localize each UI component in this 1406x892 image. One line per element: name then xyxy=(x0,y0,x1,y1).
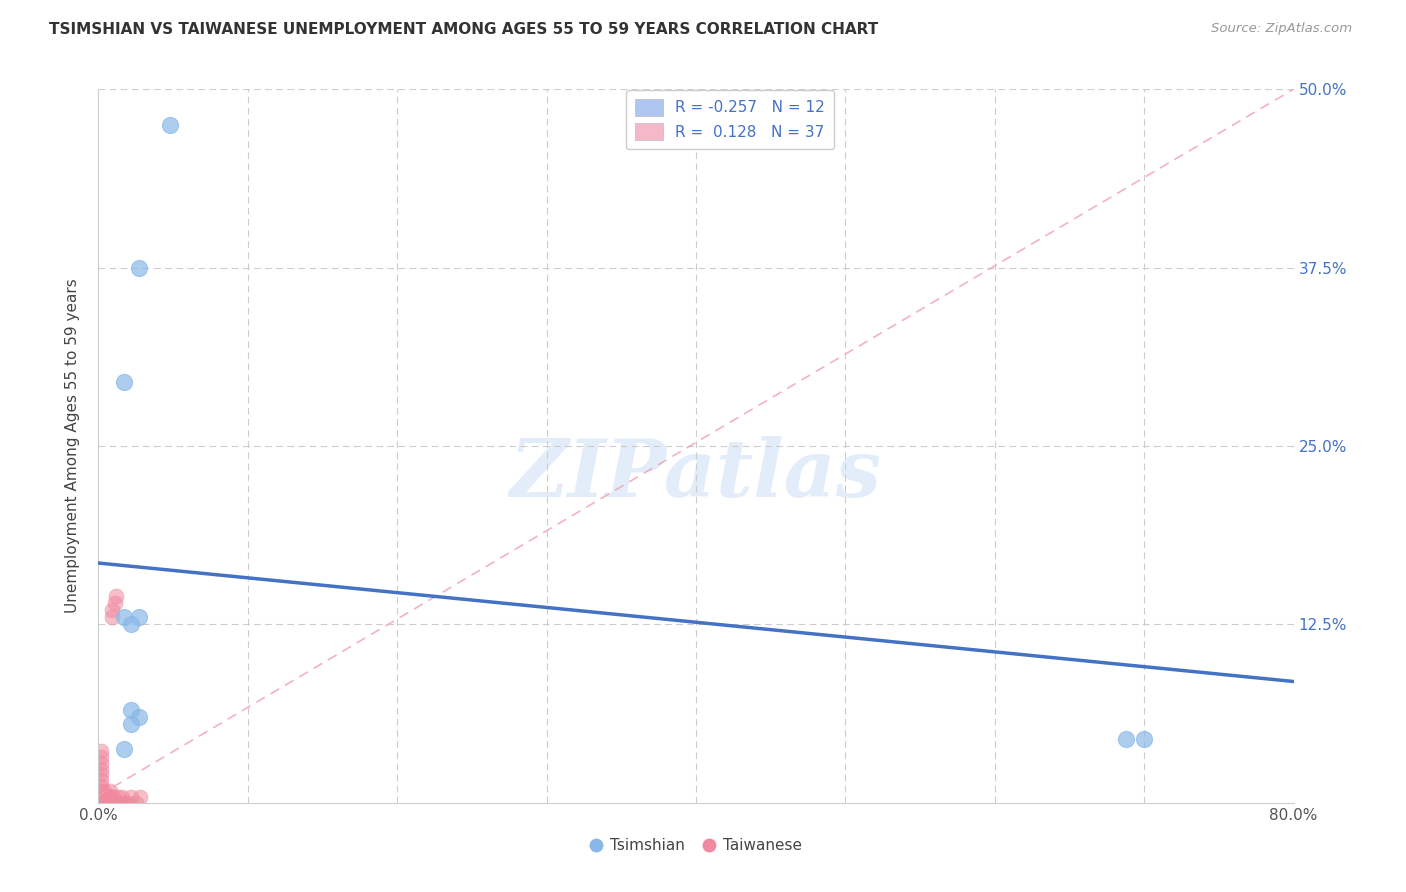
Point xyxy=(90,784,112,798)
Point xyxy=(128,710,150,724)
Point xyxy=(112,610,135,624)
Point xyxy=(128,260,150,275)
Point xyxy=(111,790,134,805)
Point xyxy=(90,779,112,793)
Point xyxy=(93,796,115,810)
Point xyxy=(120,617,142,632)
Point xyxy=(96,790,118,805)
Point xyxy=(98,796,122,810)
Point xyxy=(98,784,122,798)
Point xyxy=(97,790,120,805)
Point xyxy=(129,790,152,805)
Point xyxy=(90,750,112,764)
Point xyxy=(117,796,139,810)
Text: Source: ZipAtlas.com: Source: ZipAtlas.com xyxy=(1212,22,1353,36)
Point xyxy=(112,741,135,756)
Point xyxy=(120,703,142,717)
Point xyxy=(125,796,148,810)
Point xyxy=(101,603,124,617)
Point xyxy=(128,610,150,624)
Point xyxy=(107,790,129,805)
Text: TSIMSHIAN VS TAIWANESE UNEMPLOYMENT AMONG AGES 55 TO 59 YEARS CORRELATION CHART: TSIMSHIAN VS TAIWANESE UNEMPLOYMENT AMON… xyxy=(49,22,879,37)
Point xyxy=(94,790,117,805)
Y-axis label: Unemployment Among Ages 55 to 59 years: Unemployment Among Ages 55 to 59 years xyxy=(65,278,80,614)
Point xyxy=(103,789,125,803)
Point xyxy=(104,596,127,610)
Point xyxy=(101,610,124,624)
Legend: Tsimshian, Taiwanese: Tsimshian, Taiwanese xyxy=(583,832,808,859)
Point xyxy=(110,796,132,810)
Point xyxy=(120,717,142,731)
Point xyxy=(120,790,142,805)
Point xyxy=(103,796,125,810)
Point xyxy=(90,762,112,776)
Point xyxy=(90,796,112,810)
Point xyxy=(90,744,112,758)
Point xyxy=(98,790,122,805)
Point xyxy=(90,790,112,805)
Point xyxy=(96,796,118,810)
Point xyxy=(1133,731,1156,746)
Point xyxy=(90,756,112,770)
Point xyxy=(159,118,181,132)
Point xyxy=(90,767,112,781)
Point xyxy=(94,796,117,810)
Point xyxy=(97,796,120,810)
Point xyxy=(114,796,136,810)
Point xyxy=(93,784,115,798)
Text: ZIPatlas: ZIPatlas xyxy=(510,436,882,513)
Point xyxy=(105,796,128,810)
Point xyxy=(112,375,135,389)
Point xyxy=(90,772,112,787)
Point xyxy=(1115,731,1137,746)
Point xyxy=(105,589,128,603)
Point xyxy=(93,790,115,805)
